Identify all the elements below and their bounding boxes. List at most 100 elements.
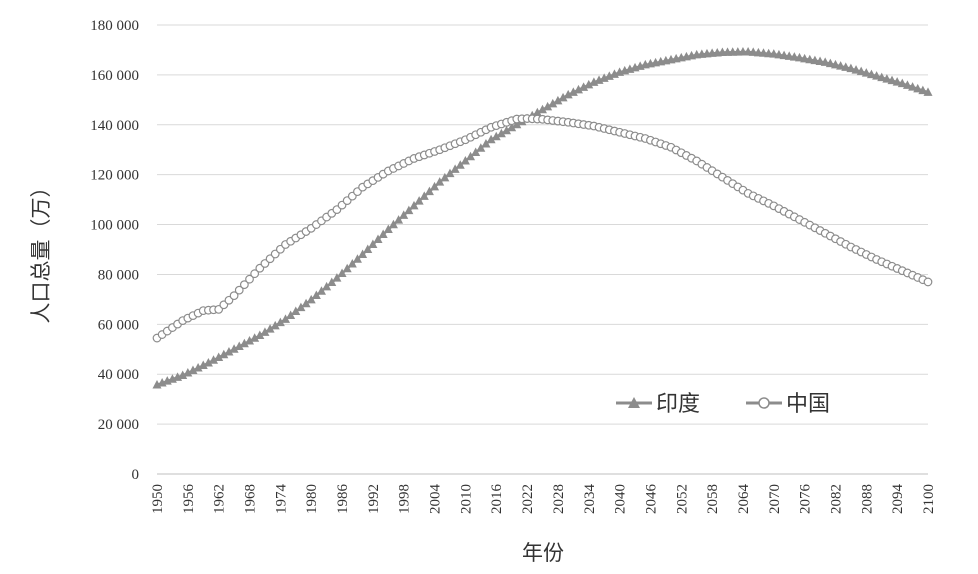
data-point-india [383, 224, 393, 234]
data-point-india [332, 273, 342, 282]
data-point-india [209, 355, 219, 364]
x-tick-label: 2064 [736, 484, 752, 515]
x-axis-ticks: 1950 1956 1962 1968 1974 1980 1986 1992 1998 2004… [150, 484, 937, 515]
data-point-india [281, 314, 290, 323]
data-point-india [414, 196, 424, 205]
x-tick-label: 1962 [212, 484, 228, 514]
x-tick-label: 2088 [859, 484, 875, 514]
data-point-india [327, 277, 337, 287]
data-point-india [507, 122, 517, 132]
data-point-india [841, 62, 851, 71]
data-point-india [347, 258, 357, 268]
data-point-india [563, 89, 573, 99]
data-point-china [923, 277, 933, 287]
data-point-india [902, 80, 912, 89]
data-point-india [399, 210, 409, 219]
data-point-india [584, 79, 594, 89]
data-point-india [419, 191, 429, 200]
data-point-india [373, 234, 383, 244]
series-china [152, 114, 933, 343]
x-tick-label: 1968 [243, 484, 259, 514]
data-point-india [368, 239, 378, 249]
data-point-india [445, 168, 455, 178]
x-tick-label: 2070 [767, 484, 783, 514]
data-point-india [887, 75, 897, 85]
data-point-india [270, 320, 280, 330]
data-point-india [178, 370, 188, 379]
data-point-india [275, 317, 285, 327]
legend-item-india: 印度 [616, 392, 700, 417]
x-tick-label: 1992 [366, 484, 382, 514]
data-point-india [543, 101, 553, 111]
y-tick-label: 100 000 [90, 218, 139, 234]
data-point-india [286, 310, 296, 319]
x-tick-label: 2046 [643, 484, 659, 515]
x-tick-label: 2058 [705, 484, 721, 514]
y-tick-label: 40 000 [98, 367, 139, 383]
data-point-india [856, 66, 866, 76]
data-point-india [820, 57, 830, 66]
x-tick-label: 2028 [551, 484, 567, 514]
y-axis-ticks: 0 20 000 40 000 60 000 80 000 100 000 120 000 1… [90, 18, 139, 483]
series-line-india [156, 50, 929, 387]
data-point-india [394, 215, 404, 224]
data-point-india [486, 134, 496, 144]
x-tick-label: 2004 [428, 484, 444, 515]
y-tick-label: 180 000 [90, 18, 139, 34]
x-tick-label: 2022 [520, 484, 536, 514]
data-point-india [481, 138, 491, 148]
data-point-india [476, 143, 486, 152]
data-point-india [532, 107, 542, 117]
x-tick-label: 1956 [181, 484, 197, 515]
series-layer [152, 46, 933, 389]
x-tick-label: 2010 [458, 484, 474, 514]
data-point-india [455, 160, 465, 169]
data-point-india [830, 59, 840, 69]
x-tick-label: 2040 [613, 484, 629, 514]
data-point-india [872, 71, 882, 80]
data-point-india [265, 324, 275, 333]
y-tick-label: 160 000 [90, 68, 139, 84]
data-point-india [322, 281, 332, 291]
data-point-india [224, 347, 234, 356]
data-point-india [378, 229, 388, 239]
data-point-india [866, 69, 876, 79]
data-point-india [553, 95, 563, 105]
data-point-india [311, 290, 321, 300]
x-tick-label: 1986 [335, 484, 351, 515]
y-axis-title: 人口总量（万） [29, 177, 53, 324]
data-point-india [579, 82, 589, 91]
x-tick-label: 2094 [890, 484, 906, 515]
data-point-india [363, 244, 373, 253]
data-point-india [825, 58, 835, 68]
data-point-india [234, 341, 244, 351]
data-point-india [908, 82, 918, 91]
data-point-india [496, 128, 506, 138]
data-point-india [502, 125, 512, 135]
legend: 印度 中国 [616, 392, 830, 417]
data-point-india [352, 254, 362, 263]
data-point-india [450, 164, 460, 173]
legend-label-india: 印度 [656, 392, 700, 417]
data-point-india [836, 61, 846, 70]
data-point-india [260, 327, 270, 336]
data-point-india [430, 181, 440, 191]
data-point-india [892, 77, 902, 86]
x-tick-label: 2034 [582, 484, 598, 515]
data-point-india [291, 306, 301, 316]
data-point-india [466, 151, 476, 161]
data-point-india [435, 177, 445, 186]
data-point-india [203, 357, 213, 367]
legend-item-china: 中国 [746, 392, 830, 417]
y-tick-label: 20 000 [98, 417, 139, 433]
data-point-india [882, 74, 892, 83]
data-point-india [851, 65, 861, 74]
x-tick-label: 2100 [921, 484, 937, 514]
data-point-india [409, 200, 419, 210]
data-point-china [239, 280, 249, 290]
data-point-china [250, 269, 260, 279]
x-tick-label: 2052 [674, 484, 690, 514]
data-point-china [229, 291, 239, 301]
data-point-india [538, 104, 547, 114]
data-point-india [548, 98, 558, 108]
